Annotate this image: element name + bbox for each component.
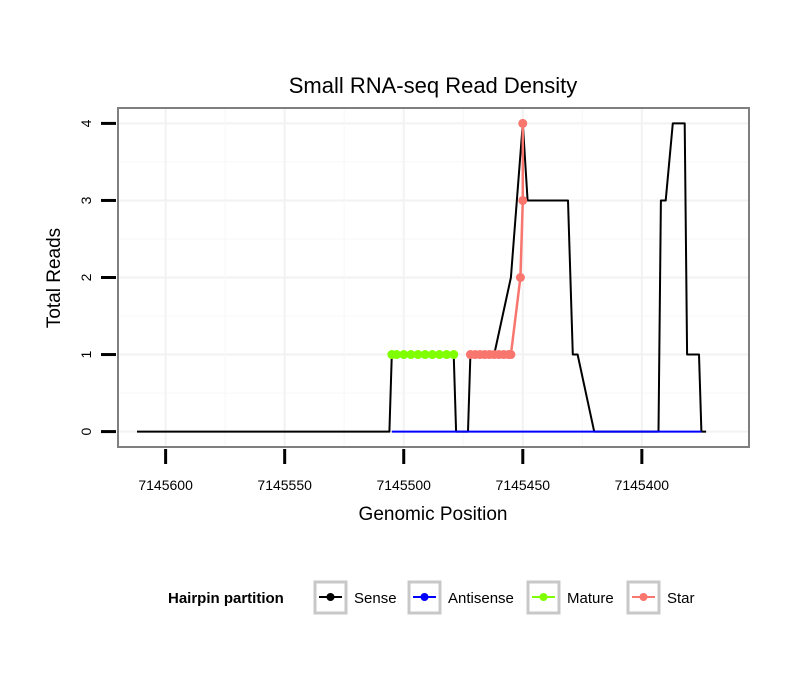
mature-point <box>449 350 459 360</box>
axis-layer: 7145600 7145550 7145500 7145450 7145400 0 1 2 3 4 <box>78 119 669 493</box>
legend-label-antisense: Antisense <box>448 590 514 607</box>
legend-label-sense: Sense <box>354 590 397 607</box>
mature-point <box>420 350 430 360</box>
series-layer <box>137 118 707 433</box>
mature-point <box>399 350 409 360</box>
star-point <box>515 273 525 282</box>
y-tick-label: 1 <box>78 350 94 358</box>
x-axis-label: Genomic Position <box>359 504 508 525</box>
x-tick-label: 7145600 <box>138 477 193 493</box>
legend-marker-sense <box>326 593 335 601</box>
star-point <box>506 350 516 360</box>
legend-title: Hairpin partition <box>168 590 284 607</box>
legend: Hairpin partition Sense Antisense Mature St… <box>168 580 695 615</box>
mature-point <box>434 350 444 360</box>
chart-title: Small RNA-seq Read Density <box>289 73 578 98</box>
y-axis-label: Total Reads <box>44 228 65 328</box>
legend-label-mature: Mature <box>567 590 614 607</box>
legend-marker-mature <box>539 593 548 601</box>
mature-point <box>406 350 416 360</box>
legend-marker-antisense <box>420 593 429 601</box>
x-tick-label: 7145400 <box>615 477 670 493</box>
legend-marker-star <box>639 593 648 601</box>
y-tick-label: 4 <box>78 119 94 127</box>
legend-label-star: Star <box>667 590 695 607</box>
star-point <box>518 195 528 205</box>
mature-point <box>413 350 423 360</box>
mature-point <box>392 350 402 360</box>
grid-layer <box>118 108 749 447</box>
x-tick-label: 7145500 <box>376 477 431 493</box>
plot-panel-border <box>117 107 750 448</box>
y-tick-label: 2 <box>78 273 94 281</box>
x-tick-label: 7145550 <box>257 477 312 493</box>
x-tick-label: 7145450 <box>496 477 551 493</box>
mature-point <box>427 350 437 360</box>
mature-point <box>442 350 452 360</box>
y-tick-label: 3 <box>78 196 94 204</box>
star-point <box>518 118 528 128</box>
y-tick-label: 0 <box>78 427 94 435</box>
